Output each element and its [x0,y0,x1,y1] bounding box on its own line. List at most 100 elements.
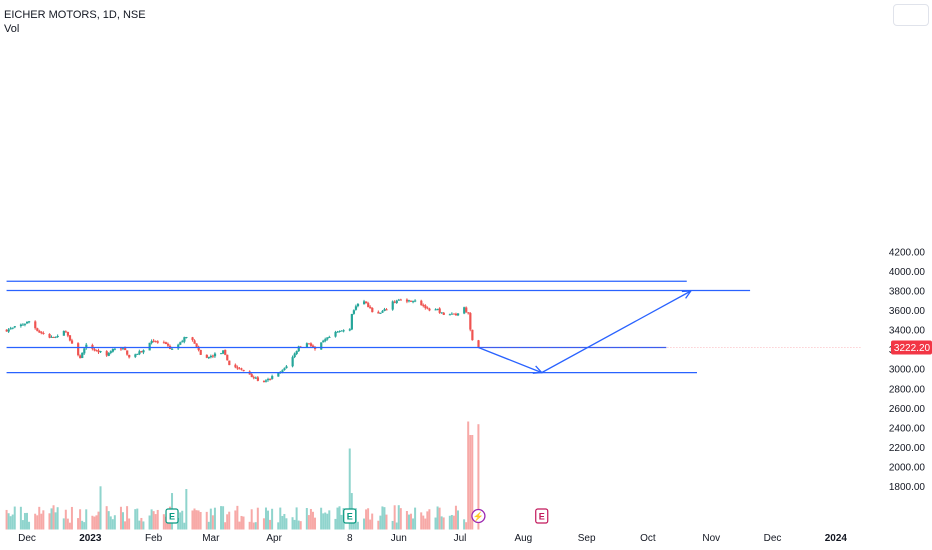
volume-bar [407,514,410,530]
volume-bar [477,424,480,530]
volume-bar [54,512,57,530]
volume-bar [109,516,112,530]
price-axis-label: 2800.00 [889,384,926,395]
volume-bar [226,514,229,530]
volume-bar [240,515,243,530]
candle-body [62,330,65,336]
volume-bar [228,511,231,530]
candle-body [95,350,98,352]
volume-bar [209,508,212,530]
volume-bar [62,518,65,530]
volume-bar [299,521,302,530]
candle-body [414,300,417,302]
volume-bar [183,522,186,530]
candle-body [305,343,309,347]
candle-body [281,370,284,373]
candle-body [271,376,274,379]
volume-bar [236,505,239,530]
candle-body [356,303,360,307]
time-axis-label: Apr [266,533,282,544]
candle-body [64,331,68,333]
candle-body [52,337,55,339]
earnings-event-marker [165,508,179,524]
volume-bar [66,518,69,530]
volume-bar [136,508,139,530]
candle-body [326,337,329,340]
candle-body [471,329,474,341]
symbol-title[interactable]: EICHER MOTORS, 1D, NSE [4,9,146,21]
candle-body [293,353,296,358]
last-price-value: 3222.20 [894,343,931,354]
volume-bar [234,510,237,530]
candle-body [440,312,443,314]
candle-body [7,329,10,332]
candle-body [107,352,110,356]
volume-bar [269,519,272,530]
candle-body [410,300,413,302]
earnings-event-label: E [347,512,353,522]
volume-bar [365,509,368,530]
candle-body [477,340,480,348]
volume-bar [371,513,374,530]
volume-bar [79,509,82,530]
candle-body [128,354,131,358]
volume-bar [52,505,55,530]
volume-bar [9,516,12,530]
candle-body [405,299,409,302]
price-axis-label: 4000.00 [889,267,926,278]
candle-body [393,301,396,303]
volume-bar [85,509,88,530]
volume-bar [224,522,227,530]
candle-body [191,337,194,341]
candle-body [434,309,437,311]
candle-body [205,354,208,358]
candle-body [397,299,400,301]
volume-bar [424,518,427,530]
volume-bar [463,519,466,530]
volume-bar [254,522,257,530]
candle-body [320,342,323,350]
candle-body [162,342,166,344]
volume-bar [293,519,296,530]
price-axis-label: 3600.00 [889,306,926,317]
candle-body [420,300,423,306]
volume-bar [40,513,43,530]
candle-body [207,357,210,359]
volume-bar [205,511,208,530]
volume-indicator-label[interactable]: Vol [4,23,20,35]
candle-body [99,351,102,353]
volume-bar [369,519,372,530]
volume-bar [385,514,388,530]
volume-bar [193,508,196,530]
chart-settings-button[interactable] [893,4,929,26]
candle-body [371,307,374,313]
time-axis-label: 2023 [79,533,102,544]
candle-body [193,340,196,344]
volume-bar [314,517,317,530]
volume-bar [334,518,337,530]
volume-bar [250,509,253,530]
candle-body [328,336,331,338]
price-axis-label: 1800.00 [889,482,926,493]
candle-body [391,301,394,310]
candle-body [277,372,280,377]
volume-bar [23,512,26,530]
volume-bar [185,489,188,530]
volume-bar [191,510,194,530]
volume-bar [181,510,184,530]
candle-body [126,350,129,355]
candle-body [350,313,353,330]
volume-bar [34,513,37,530]
candle-body [379,312,382,314]
candle-body [385,309,388,311]
price-axis-label: 3800.00 [889,287,926,298]
volume-bar [5,509,8,530]
volume-bar [238,521,241,530]
volume-bar [142,521,145,530]
volume-bar [422,515,425,530]
candle-body [264,380,268,382]
volume-bar [126,506,129,530]
volume-bar [7,513,10,530]
volume-bar [295,507,298,530]
